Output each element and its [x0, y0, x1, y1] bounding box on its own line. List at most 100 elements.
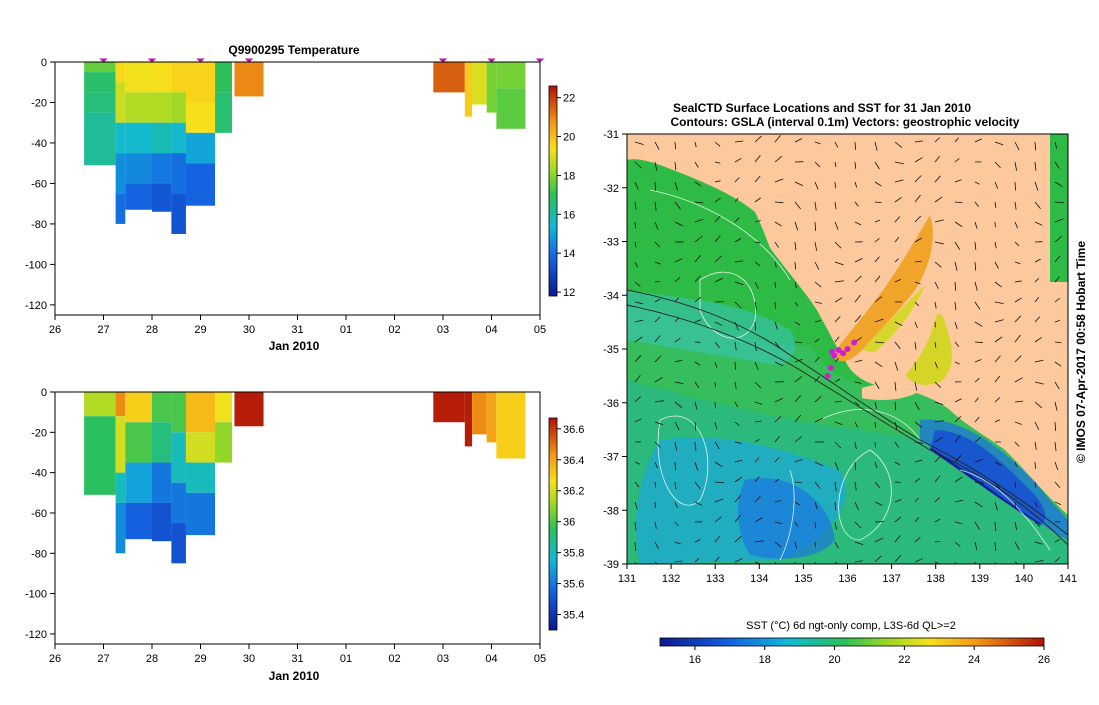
- map-x-tick-label: 138: [927, 573, 945, 585]
- y-tick-label: -120: [25, 300, 47, 312]
- profile-cell: [433, 392, 465, 422]
- profile-cell: [186, 62, 215, 102]
- profile-cell: [125, 183, 152, 209]
- colorbar-tick-label: 16: [563, 209, 575, 221]
- y-tick-label: -120: [25, 629, 47, 641]
- profile-cell: [171, 92, 186, 122]
- colorbar-tick-label: 20: [563, 132, 575, 144]
- profile-cell: [472, 392, 487, 434]
- profile-cell: [171, 123, 186, 153]
- x-tick-label: 27: [97, 653, 109, 665]
- colorbar-tick-label: 12: [563, 287, 575, 299]
- map-y-tick-label: -34: [603, 290, 619, 302]
- profile-cell: [186, 102, 215, 132]
- profile-cell: [186, 392, 215, 432]
- profile-cell: [116, 123, 126, 153]
- y-tick-label: -40: [31, 468, 47, 480]
- profile-cell: [186, 133, 215, 163]
- map-y-tick-label: -33: [603, 237, 619, 249]
- profile-cell: [496, 88, 525, 128]
- x-tick-label: 30: [243, 324, 255, 336]
- profile-cell: [171, 483, 186, 523]
- y-tick-label: -20: [31, 427, 47, 439]
- profile-cell: [84, 392, 116, 416]
- y-tick-label: -60: [31, 508, 47, 520]
- sst-colorbar-tick-label: 18: [759, 654, 771, 666]
- x-tick-label: 01: [340, 324, 352, 336]
- x-tick-label: 31: [291, 653, 303, 665]
- x-tick-label: 03: [437, 653, 449, 665]
- x-axis-label: Jan 2010: [269, 339, 320, 353]
- velocity-vector: [1015, 502, 1016, 509]
- x-tick-label: 27: [97, 324, 109, 336]
- profile-cell: [116, 503, 126, 553]
- colorbar-tick-label: 18: [563, 170, 575, 182]
- profile-cell: [125, 123, 152, 153]
- profile-cell: [496, 392, 525, 459]
- profile-cell: [171, 523, 186, 563]
- profile-cell: [116, 153, 126, 193]
- x-tick-label: 26: [49, 324, 61, 336]
- y-tick-label: -60: [31, 178, 47, 190]
- x-tick-label: 05: [534, 324, 546, 336]
- map-x-tick-label: 134: [750, 573, 768, 585]
- x-tick-label: 02: [388, 653, 400, 665]
- map-x-tick-label: 135: [794, 573, 812, 585]
- profile-cell: [215, 92, 232, 132]
- colorbar-tick-label: 35.4: [563, 610, 584, 622]
- map-x-tick-label: 131: [618, 573, 636, 585]
- colorbar-tick-label: 22: [563, 93, 575, 105]
- profile-cell: [152, 153, 171, 183]
- seal-location-point: [828, 365, 834, 371]
- profile-cell: [487, 392, 497, 442]
- seal-location-point: [825, 373, 831, 379]
- map-subtitle: Contours: GSLA (interval 0.1m) Vectors: …: [671, 115, 1020, 129]
- map-y-tick-label: -35: [603, 344, 619, 356]
- profile-cell: [234, 62, 263, 96]
- seal-location-point: [851, 340, 857, 346]
- map-x-tick-label: 132: [662, 573, 680, 585]
- velocity-vector: [735, 362, 736, 370]
- x-tick-label: 31: [291, 324, 303, 336]
- profile-cell: [152, 392, 171, 422]
- temperature-section-chart: Q9900295 Temperature 0-20-40-60-80-100-1…: [25, 43, 575, 353]
- x-tick-label: 29: [194, 653, 206, 665]
- map-area: [627, 134, 1068, 571]
- y-tick-label: -40: [31, 138, 47, 150]
- sst-colorbar-tick-label: 16: [689, 654, 701, 666]
- profile-cell: [215, 422, 232, 462]
- colorbar-tick-label: 14: [563, 248, 575, 260]
- sst-colorbar-tick-label: 22: [898, 654, 910, 666]
- profile-cell: [171, 432, 186, 482]
- profile-cell: [152, 62, 171, 92]
- velocity-vector: [715, 402, 716, 408]
- profile-cell: [152, 92, 171, 122]
- map-x-tick-label: 136: [838, 573, 856, 585]
- colorbar-tick-label: 36.2: [563, 486, 584, 498]
- colorbar-tick-label: 36: [563, 517, 575, 529]
- sst-map-chart: SealCTD Surface Locations and SST for 31…: [603, 101, 1088, 666]
- profile-cell: [186, 432, 215, 462]
- profile-cell: [186, 493, 215, 535]
- profile-cell: [152, 183, 171, 211]
- y-tick-label: -100: [25, 259, 47, 271]
- profile-cell: [186, 463, 215, 493]
- seal-location-point: [831, 352, 837, 358]
- x-tick-label: 05: [534, 653, 546, 665]
- profile-cell: [171, 153, 186, 193]
- map-x-tick-label: 139: [971, 573, 989, 585]
- profile-cell: [125, 422, 152, 462]
- y-tick-label: -100: [25, 589, 47, 601]
- sst-colorbar: [660, 638, 1044, 646]
- profile-cell: [125, 62, 152, 92]
- map-y-tick-label: -31: [603, 129, 619, 141]
- profile-cell: [152, 503, 171, 541]
- chart-title: Q9900295 Temperature: [228, 43, 360, 57]
- sst-colorbar-tick-label: 24: [968, 654, 980, 666]
- profile-cell: [171, 392, 186, 432]
- map-y-tick-label: -38: [603, 505, 619, 517]
- profile-cell: [116, 473, 126, 503]
- x-axis-label: Jan 2010: [269, 669, 320, 683]
